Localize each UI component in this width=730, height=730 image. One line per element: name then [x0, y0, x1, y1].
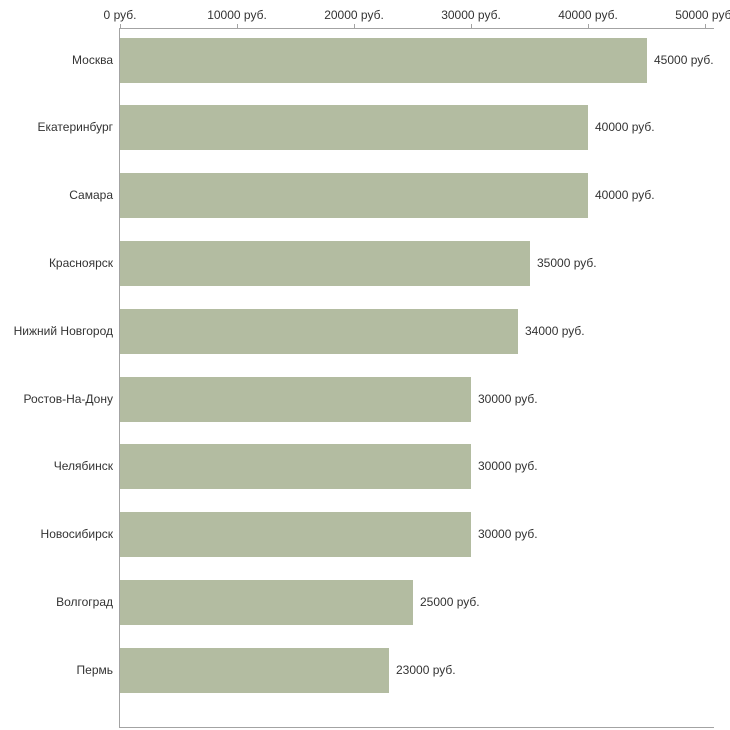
category-label: Ростов-На-Дону: [23, 392, 113, 406]
category-label: Новосибирск: [40, 527, 113, 541]
value-label: 30000 руб.: [478, 459, 538, 473]
value-label: 40000 руб.: [595, 188, 655, 202]
bar: [120, 377, 471, 422]
x-axis-tick-label: 20000 руб.: [324, 8, 384, 22]
bar: [120, 580, 413, 625]
bar-row: Новосибирск 30000 руб.: [0, 512, 730, 557]
category-label: Пермь: [76, 663, 113, 677]
x-axis-tick-mark: [120, 24, 121, 28]
x-axis-tick-mark: [237, 24, 238, 28]
value-label: 30000 руб.: [478, 527, 538, 541]
value-label: 34000 руб.: [525, 324, 585, 338]
x-axis-tick-label: 40000 руб.: [558, 8, 618, 22]
bar-row: Волгоград 25000 руб.: [0, 580, 730, 625]
x-axis-tick-mark: [705, 24, 706, 28]
bar-row: Москва 45000 руб.: [0, 38, 730, 83]
bar-row: Пермь 23000 руб.: [0, 648, 730, 693]
category-label: Волгоград: [56, 595, 113, 609]
category-label: Нижний Новгород: [13, 324, 113, 338]
value-label: 30000 руб.: [478, 392, 538, 406]
bar: [120, 648, 389, 693]
x-axis-tick-mark: [471, 24, 472, 28]
x-axis-tick-label: 10000 руб.: [207, 8, 267, 22]
value-label: 25000 руб.: [420, 595, 480, 609]
x-axis-line: [120, 28, 714, 29]
bar-row: Екатеринбург 40000 руб.: [0, 105, 730, 150]
bar-row: Нижний Новгород 34000 руб.: [0, 309, 730, 354]
category-label: Москва: [72, 53, 113, 67]
value-label: 23000 руб.: [396, 663, 456, 677]
bar-row: Красноярск 35000 руб.: [0, 241, 730, 286]
bar: [120, 444, 471, 489]
category-label: Челябинск: [53, 459, 113, 473]
value-label: 45000 руб.: [654, 53, 714, 67]
x-axis-tick-label: 0 руб.: [103, 8, 137, 22]
x-axis-tick-label: 50000 руб.: [675, 8, 730, 22]
bar: [120, 105, 588, 150]
value-label: 35000 руб.: [537, 256, 597, 270]
x-axis-tick-mark: [588, 24, 589, 28]
bar: [120, 173, 588, 218]
bar: [120, 512, 471, 557]
value-label: 40000 руб.: [595, 120, 655, 134]
category-label: Самара: [69, 188, 113, 202]
category-label: Екатеринбург: [37, 120, 114, 134]
bar: [120, 38, 647, 83]
y-axis-line: [119, 28, 120, 728]
x-axis-tick-label: 30000 руб.: [441, 8, 501, 22]
bar-row: Челябинск 30000 руб.: [0, 444, 730, 489]
x-axis-tick-mark: [354, 24, 355, 28]
bar-row: Ростов-На-Дону 30000 руб.: [0, 377, 730, 422]
bar: [120, 309, 518, 354]
category-label: Красноярск: [48, 256, 113, 270]
chart-bottom-border: [119, 727, 714, 728]
bar: [120, 241, 530, 286]
bar-row: Самара 40000 руб.: [0, 173, 730, 218]
